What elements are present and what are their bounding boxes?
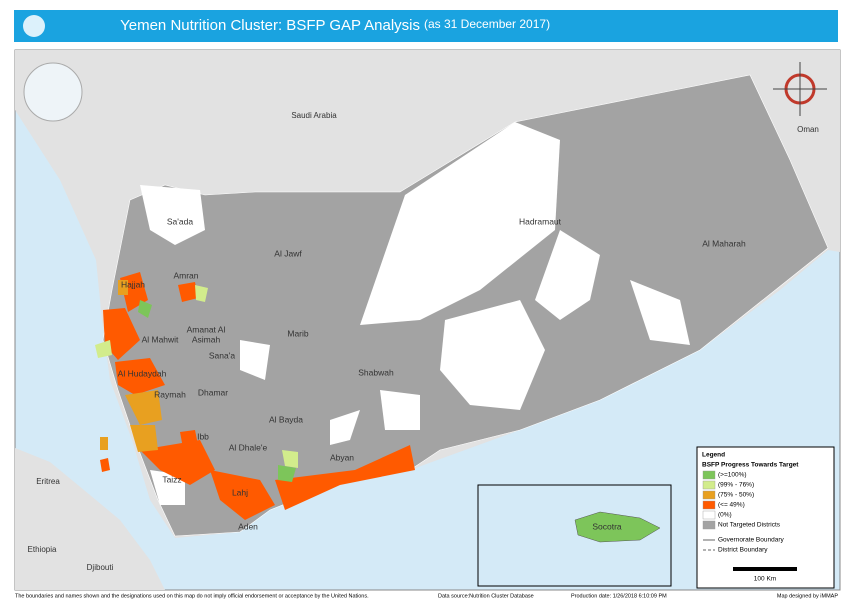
subtitle: (as 31 December 2017) [424, 17, 550, 31]
footer-credit: Map designed by iMMAP [777, 593, 838, 599]
socotra-island [574, 511, 661, 543]
legend-title: Legend [702, 452, 725, 459]
governorate-label: Al Mahwit [142, 334, 179, 344]
legend-swatch [702, 480, 716, 490]
governorate-label: Hadramaut [519, 216, 562, 226]
governorate-label: Amran [173, 270, 198, 280]
scale-bar [733, 567, 797, 571]
legend-line-label: District Boundary [718, 547, 768, 554]
yemen-not-targeted [102, 74, 829, 537]
country-label: Ethiopia [28, 545, 57, 554]
legend-swatch [702, 490, 716, 500]
governorate-label: Al Jawf [274, 248, 302, 258]
governorate-label: Ibb [197, 431, 209, 441]
footer-source: Data source:Nutrition Cluster Database [438, 593, 534, 599]
governorate-label: Taizz [162, 474, 181, 484]
legend-swatch [702, 470, 716, 480]
legend-box [696, 446, 835, 589]
governorate-label: Lahj [232, 487, 248, 497]
legend-line-label: Governorate Boundary [718, 537, 785, 544]
legend-label: (<= 49%) [718, 502, 745, 509]
governorate-label: Hajjah [121, 279, 145, 289]
governorate-label: Aden [238, 521, 258, 531]
logo [23, 15, 45, 37]
africa-land [15, 448, 165, 590]
mid-districts [100, 280, 162, 452]
legend-label: (75% - 50%) [718, 492, 754, 499]
legend-label: (99% - 76%) [718, 482, 754, 489]
legend-label: (0%) [718, 512, 732, 519]
compass [773, 62, 827, 116]
governorate-label: Al Hudaydah [118, 368, 167, 378]
governorate-label: Asimah [192, 334, 221, 344]
zero-districts [140, 122, 690, 505]
legend-label: (>=100%) [718, 472, 747, 479]
governorate-label: Marib [287, 328, 309, 338]
footer-date: Production date: 1/26/2018 6:10:09 PM [571, 593, 667, 599]
legend-swatch [702, 520, 716, 530]
governorate-label: Shabwah [358, 367, 394, 377]
governorate-label: Sa'ada [167, 216, 193, 226]
governorate-label: Al Dhale'e [229, 442, 268, 452]
legend-swatch [702, 510, 716, 520]
governorate-label: Socotra [592, 521, 622, 531]
scale-label: 100 Km [754, 576, 776, 583]
country-label: Saudi Arabia [291, 111, 337, 120]
legend-subtitle: BSFP Progress Towards Target [702, 462, 799, 469]
governorate-label: Abyan [330, 452, 354, 462]
governorate-label: Al Bayda [269, 414, 303, 424]
governorate-label: Dhamar [198, 387, 228, 397]
title: Yemen Nutrition Cluster: BSFP GAP Analys… [120, 17, 420, 34]
country-label: Oman [797, 125, 819, 134]
footer-disclaimer: The boundaries and names shown and the d… [15, 593, 369, 599]
header-bar [14, 10, 838, 42]
legend-swatch [702, 500, 716, 510]
legend-label: Not Targeted Districts [718, 522, 781, 529]
governorate-label: Al Maharah [702, 238, 746, 248]
country-label: Djibouti [87, 563, 114, 572]
low-districts [100, 272, 415, 520]
high-districts [95, 285, 298, 482]
country-label: Eritrea [36, 477, 60, 486]
governorate-label: Sana'a [209, 350, 235, 360]
governorate-label: Raymah [154, 389, 186, 399]
globe [23, 62, 83, 122]
governorate-label: Amanat Al [187, 324, 226, 334]
